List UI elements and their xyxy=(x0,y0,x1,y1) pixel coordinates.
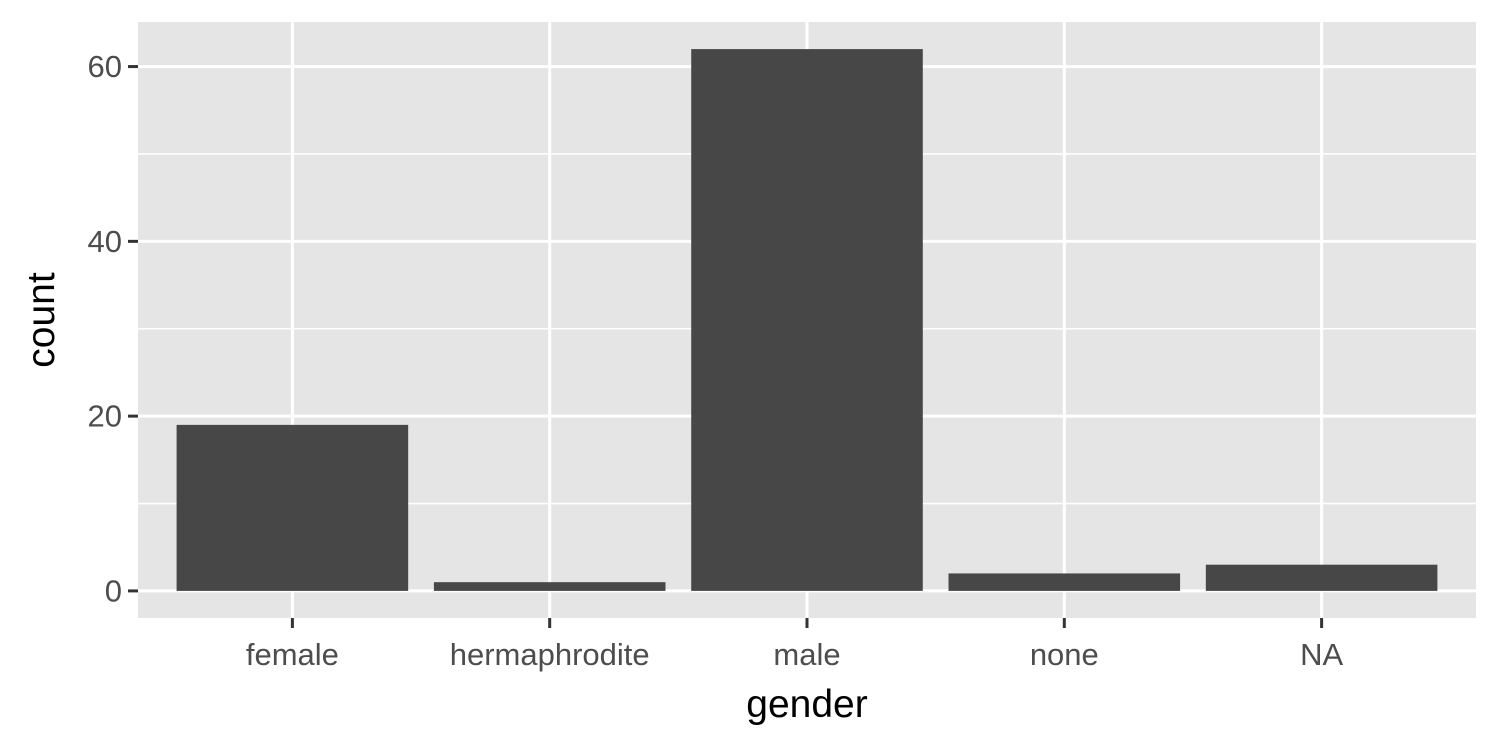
y-tick-label: 40 xyxy=(88,224,122,259)
x-axis: female hermaphrodite male none NA xyxy=(246,618,1343,672)
x-tick-label: female xyxy=(246,637,339,672)
y-tick-label: 20 xyxy=(88,399,122,434)
bar-male xyxy=(691,49,923,591)
x-tick-label: none xyxy=(1030,637,1099,672)
y-axis-title: count xyxy=(20,272,63,368)
bar-na xyxy=(1205,564,1438,591)
x-tick-label: NA xyxy=(1300,637,1343,672)
x-tick-label: male xyxy=(773,637,840,672)
y-tick-label: 60 xyxy=(88,49,122,84)
bar-hermaphrodite xyxy=(433,582,666,591)
bars xyxy=(176,49,1438,591)
y-axis: 0 20 40 60 xyxy=(88,49,138,608)
x-axis-title: gender xyxy=(746,683,867,726)
bar-female xyxy=(176,424,409,591)
y-tick-label: 0 xyxy=(105,573,122,608)
bar-none xyxy=(948,573,1181,591)
x-tick-label: hermaphrodite xyxy=(450,637,650,672)
